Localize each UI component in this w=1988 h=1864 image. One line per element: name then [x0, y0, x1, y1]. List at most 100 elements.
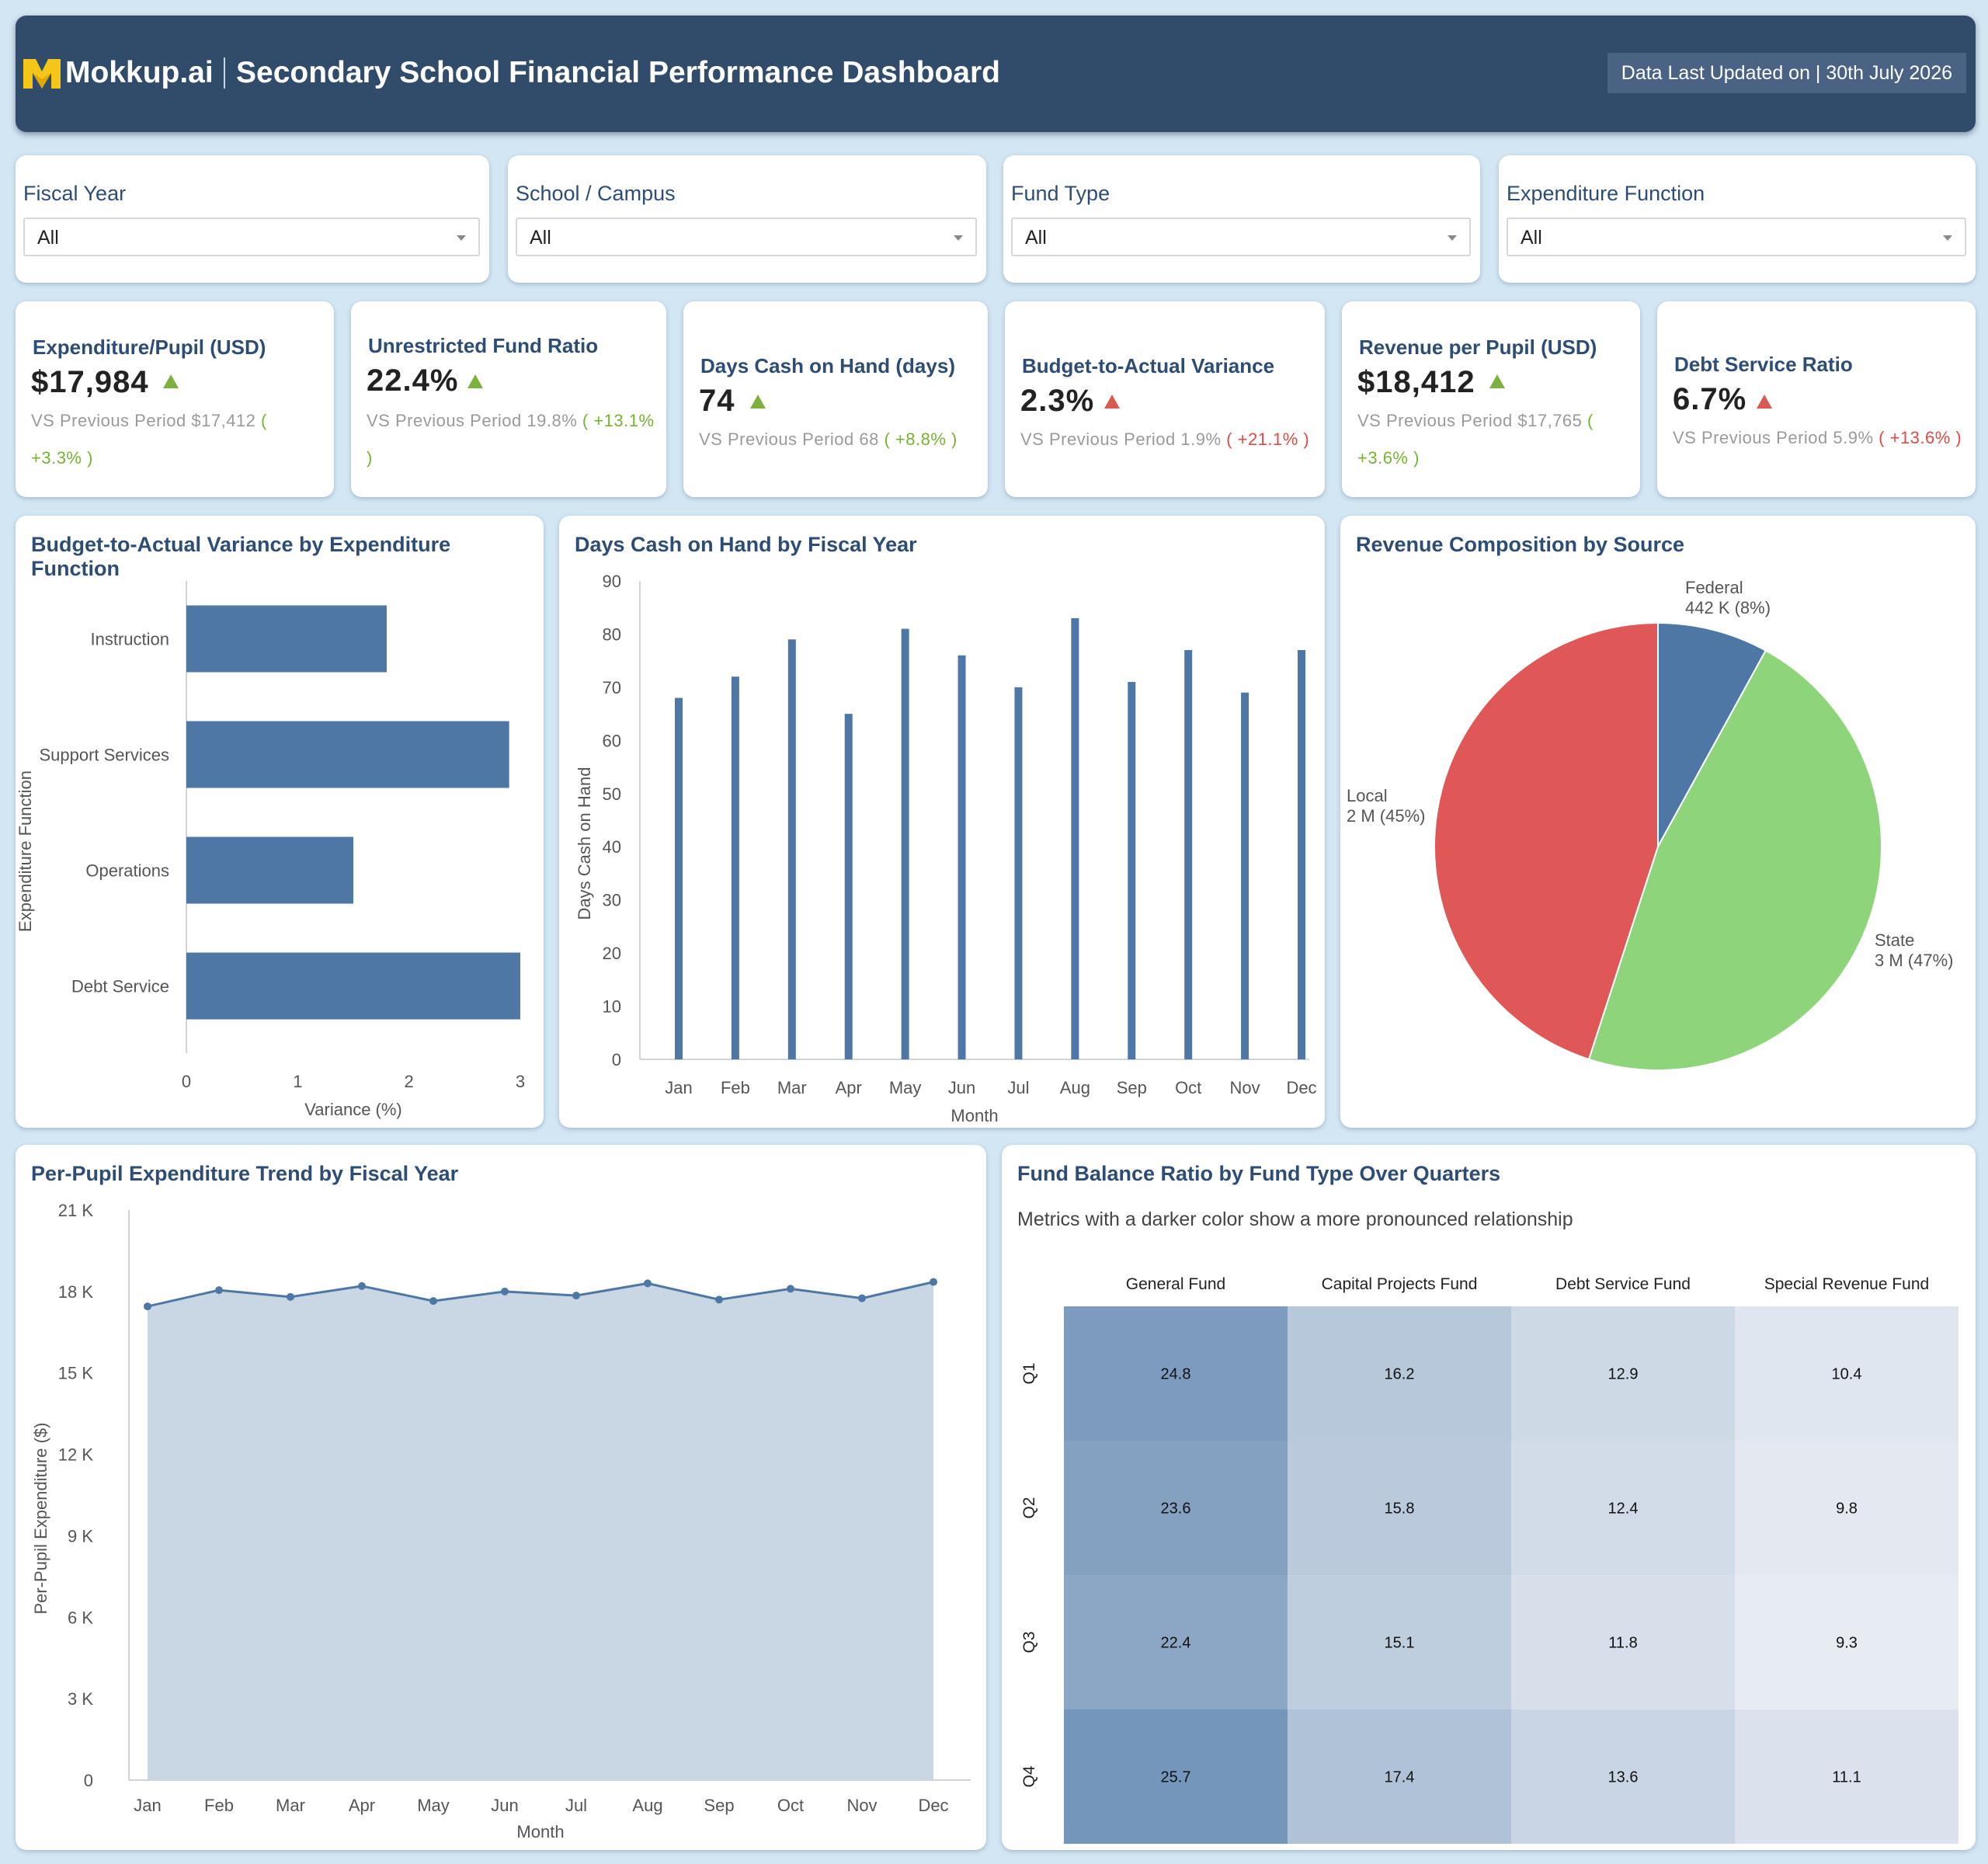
expenditure-function-select[interactable]: All: [1507, 217, 1966, 256]
y-tick-label: 10: [603, 997, 621, 1017]
heatmap-cell[interactable]: [1735, 1709, 1958, 1844]
kpi-comparison: VS Previous Period 68 ( +8.8% ): [699, 421, 978, 458]
x-tick-label: Mar: [276, 1796, 305, 1815]
bar[interactable]: [787, 639, 796, 1059]
pie-slice[interactable]: [1657, 621, 1767, 847]
x-tick-label: Apr: [349, 1796, 375, 1815]
cell-value: 15.1: [1385, 1635, 1415, 1652]
x-axis-title: Month: [516, 1822, 564, 1841]
heatmap-cell[interactable]: [1288, 1441, 1511, 1575]
row-header: Q2: [1020, 1497, 1038, 1518]
x-tick-label: Jun: [948, 1078, 975, 1097]
y-tick-label: 6 K: [68, 1608, 93, 1627]
pie-slice[interactable]: [1587, 649, 1882, 1071]
filter-label: Fiscal Year: [23, 182, 127, 205]
cell-value: 23.6: [1161, 1501, 1191, 1518]
bar[interactable]: [901, 628, 909, 1059]
kpi-compare-text: VS Previous Period 19.8%: [367, 411, 578, 430]
trend-up-icon: [1489, 374, 1505, 388]
cell-value: 22.4: [1161, 1635, 1191, 1652]
kpi-change: ( +8.8% ): [884, 429, 958, 449]
heatmap-cell[interactable]: [1735, 1575, 1958, 1709]
kpi-change: ( +3.3% ): [31, 411, 267, 468]
bar[interactable]: [186, 836, 353, 904]
slice-name-label: Local: [1347, 786, 1388, 805]
fiscal-year-select[interactable]: All: [23, 217, 480, 256]
bar[interactable]: [186, 605, 387, 673]
cell-value: 12.9: [1608, 1366, 1639, 1383]
bar[interactable]: [1184, 649, 1193, 1059]
data-point[interactable]: [715, 1295, 723, 1304]
data-point[interactable]: [787, 1285, 794, 1293]
trend-up-icon: [750, 395, 766, 409]
chart-title: Revenue Composition by Source: [1356, 533, 1685, 556]
heatmap-cell[interactable]: [1511, 1575, 1735, 1709]
x-tick-label: Mar: [777, 1078, 807, 1097]
kpi-card-expenditure-per-pupil: Expenditure/Pupil (USD) $17,984 VS Previ…: [16, 301, 334, 497]
heatmap-cell[interactable]: [1064, 1575, 1288, 1709]
bar[interactable]: [1128, 682, 1136, 1059]
bar[interactable]: [186, 721, 509, 788]
fund-balance-heatmap: Fund Balance Ratio by Fund Type Over Qua…: [1002, 1145, 1976, 1850]
data-point[interactable]: [144, 1302, 151, 1311]
bar[interactable]: [844, 714, 853, 1059]
y-axis-title: Per-Pupil Expenditure ($): [31, 1422, 50, 1614]
heatmap-cell[interactable]: [1511, 1709, 1735, 1844]
heatmap-cell[interactable]: [1288, 1306, 1511, 1441]
heatmap-cell[interactable]: [1064, 1441, 1288, 1575]
trend-up-icon: [163, 374, 179, 388]
y-tick-label: 15 K: [58, 1364, 94, 1383]
heatmap-cell[interactable]: [1064, 1306, 1288, 1441]
data-point[interactable]: [930, 1278, 937, 1286]
chevron-down-icon: [457, 235, 466, 241]
data-point[interactable]: [287, 1292, 294, 1301]
x-tick-label: Jan: [665, 1078, 692, 1097]
bar[interactable]: [186, 952, 520, 1020]
kpi-comparison: VS Previous Period 5.9% ( +13.6% ): [1673, 419, 1976, 457]
data-point[interactable]: [429, 1297, 437, 1306]
cell-value: 13.6: [1608, 1769, 1639, 1786]
y-tick-label: 9 K: [68, 1526, 93, 1546]
school-campus-select[interactable]: All: [516, 217, 977, 256]
kpi-title: Unrestricted Fund Ratio: [368, 334, 599, 357]
x-tick-label: Oct: [777, 1796, 804, 1815]
chart-title: Per-Pupil Expenditure Trend by Fiscal Ye…: [31, 1162, 459, 1185]
data-point[interactable]: [644, 1279, 652, 1288]
x-tick-label: Jul: [1007, 1078, 1029, 1097]
heatmap-cell[interactable]: [1511, 1441, 1735, 1575]
kpi-card-budget-to-actual-variance: Budget-to-Actual Variance 2.3% VS Previo…: [1005, 301, 1325, 497]
bar[interactable]: [1071, 617, 1079, 1059]
data-point[interactable]: [215, 1286, 223, 1295]
revenue-composition-chart: Revenue Composition by Source Federal 442…: [1340, 516, 1976, 1128]
bar[interactable]: [1241, 692, 1249, 1059]
heatmap-cell[interactable]: [1064, 1709, 1288, 1844]
bar[interactable]: [675, 697, 683, 1059]
select-value: All: [1521, 227, 1542, 249]
filter-expenditure-function: Expenditure Function All: [1499, 155, 1976, 283]
cell-value: 24.8: [1161, 1366, 1191, 1383]
data-point[interactable]: [572, 1292, 580, 1300]
y-tick-label: 50: [603, 784, 621, 804]
x-tick-label: 3: [516, 1072, 525, 1091]
heatmap-cell[interactable]: [1735, 1441, 1958, 1575]
fund-type-select[interactable]: All: [1011, 217, 1471, 256]
chevron-down-icon: [1448, 235, 1457, 241]
pie-slice[interactable]: [1434, 621, 1659, 1061]
kpi-comparison: VS Previous Period 19.8% ( +13.1% ): [367, 402, 655, 477]
bar[interactable]: [1298, 649, 1305, 1059]
data-point[interactable]: [501, 1287, 509, 1295]
heatmap-cell[interactable]: [1735, 1306, 1958, 1441]
kpi-title: Revenue per Pupil (USD): [1359, 336, 1597, 359]
trend-up-icon: [1757, 395, 1772, 409]
heatmap-cell[interactable]: [1511, 1306, 1735, 1441]
kpi-title: Expenditure/Pupil (USD): [33, 336, 266, 359]
y-tick-label: 30: [603, 891, 621, 910]
bar[interactable]: [958, 655, 966, 1059]
slice-value-label: 442 K (8%): [1685, 598, 1771, 617]
heatmap-cell[interactable]: [1288, 1709, 1511, 1844]
heatmap-cell[interactable]: [1288, 1575, 1511, 1709]
data-point[interactable]: [358, 1282, 366, 1290]
data-point[interactable]: [858, 1294, 866, 1302]
bar[interactable]: [1014, 687, 1023, 1059]
bar[interactable]: [731, 676, 739, 1059]
